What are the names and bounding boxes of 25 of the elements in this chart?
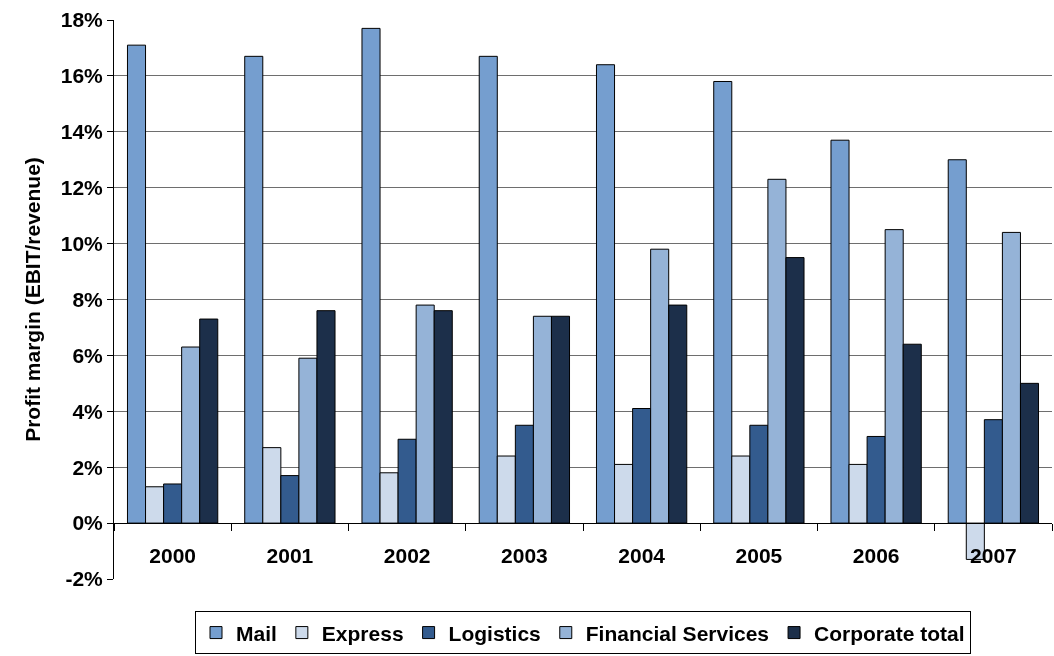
x-tick-label: 2000 (149, 544, 196, 568)
y-tick-label: 12% (60, 176, 104, 200)
y-tick-label: 2% (72, 455, 104, 479)
legend-label: Corporate total (814, 621, 965, 645)
x-tick-label: 2001 (266, 544, 314, 568)
y-tick-label: 16% (60, 64, 104, 88)
y-tick-label: 18% (60, 8, 104, 32)
x-tick-label: 2002 (383, 544, 431, 568)
x-tick-label: 2003 (501, 544, 548, 568)
legend-label: Express (321, 621, 404, 645)
x-tick-label: 2004 (618, 544, 666, 568)
legend-label: Mail (236, 621, 277, 645)
legend-label: Financial Services (585, 621, 770, 645)
legend-label: Logistics (448, 621, 541, 645)
x-tick-label: 2007 (970, 544, 1017, 568)
y-tick-label: 4% (72, 399, 104, 423)
y-tick-label: 14% (60, 120, 104, 144)
x-tick-label: 2005 (735, 544, 783, 568)
y-tick-label: 8% (72, 287, 104, 311)
y-tick-label: 6% (72, 343, 104, 367)
y-tick-label: 10% (60, 231, 104, 255)
y-tick-label: 0% (72, 511, 104, 535)
y-tick-label: -2% (65, 567, 104, 591)
x-tick-label: 2006 (852, 544, 900, 568)
y-axis-title: Profit margin (EBIT/revenue) (20, 157, 44, 442)
